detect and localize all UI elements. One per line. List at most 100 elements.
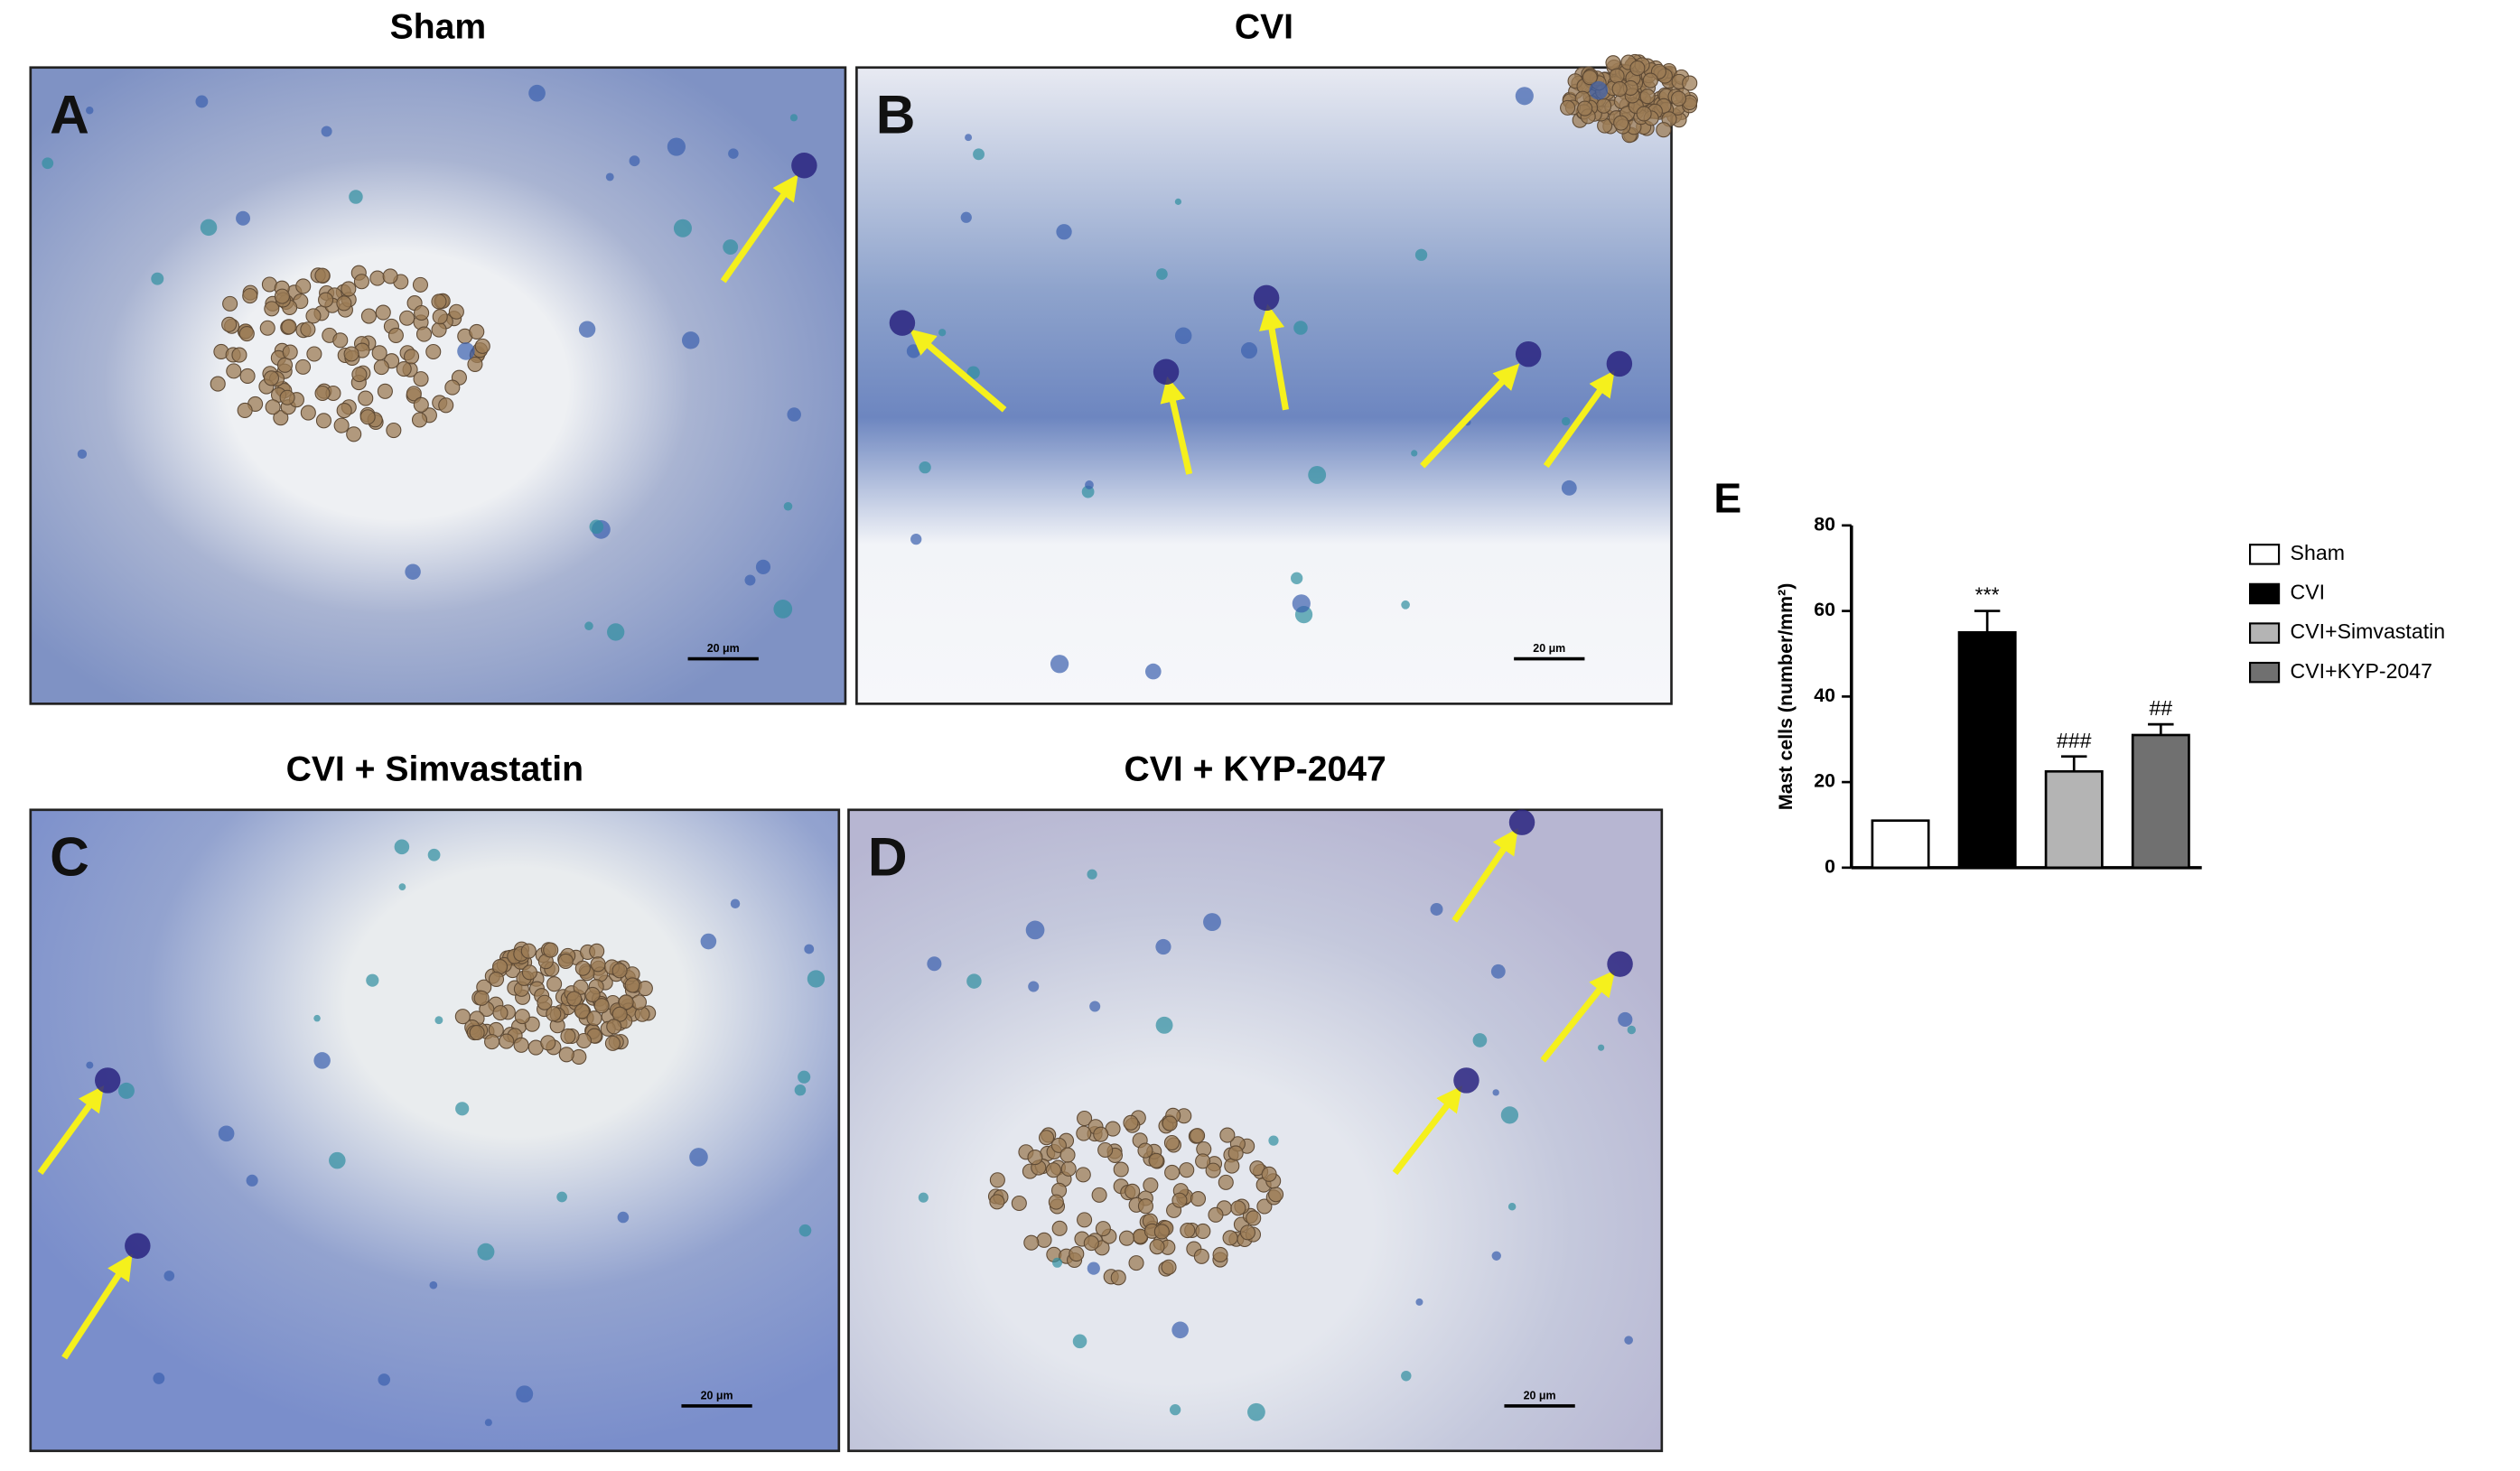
red-blood-cell bbox=[1143, 1177, 1159, 1194]
red-blood-cell bbox=[1246, 1210, 1262, 1226]
red-blood-cell bbox=[263, 370, 279, 386]
nucleus bbox=[200, 219, 218, 237]
red-blood-cell bbox=[264, 301, 280, 317]
red-blood-cell bbox=[1045, 1162, 1061, 1178]
nucleus bbox=[910, 533, 922, 545]
red-blood-cell bbox=[1149, 1239, 1165, 1255]
panel-letter: B bbox=[876, 84, 916, 145]
red-blood-cell bbox=[1208, 1206, 1224, 1223]
scale-bar-label: 20 μm bbox=[1533, 642, 1565, 655]
red-blood-cell bbox=[1596, 98, 1612, 114]
nucleus bbox=[728, 148, 739, 159]
nucleus bbox=[1056, 224, 1072, 240]
nucleus bbox=[966, 973, 982, 989]
red-blood-cell bbox=[1605, 55, 1621, 71]
red-blood-cell bbox=[1051, 1220, 1068, 1236]
red-blood-cell bbox=[557, 953, 574, 970]
panel-title: CVI bbox=[1235, 7, 1293, 46]
red-blood-cell bbox=[1075, 1167, 1091, 1183]
nucleus bbox=[589, 519, 604, 535]
nucleus bbox=[807, 970, 826, 988]
nucleus bbox=[1598, 1044, 1605, 1051]
nucleus bbox=[321, 126, 332, 137]
red-blood-cell bbox=[1670, 90, 1687, 107]
red-blood-cell bbox=[574, 960, 591, 976]
nucleus bbox=[151, 272, 164, 285]
nucleus bbox=[1169, 1404, 1181, 1416]
red-blood-cell bbox=[474, 338, 490, 354]
nucleus bbox=[1072, 1334, 1087, 1349]
red-blood-cell bbox=[473, 990, 490, 1006]
red-blood-cell bbox=[276, 357, 294, 373]
red-blood-cell bbox=[1164, 1164, 1181, 1180]
nucleus bbox=[86, 1061, 94, 1069]
red-blood-cell bbox=[411, 412, 428, 428]
legend-swatch bbox=[2249, 661, 2281, 684]
panel-letter: C bbox=[50, 826, 89, 888]
red-blood-cell bbox=[375, 304, 391, 321]
red-blood-cell bbox=[1268, 1187, 1284, 1203]
red-blood-cell bbox=[295, 358, 312, 375]
mast-cell bbox=[1515, 340, 1542, 368]
red-blood-cell bbox=[373, 359, 389, 376]
red-blood-cell bbox=[1036, 1232, 1052, 1248]
red-blood-cell bbox=[431, 293, 447, 310]
nucleus bbox=[1247, 1402, 1265, 1421]
nucleus bbox=[681, 331, 700, 349]
nucleus bbox=[1414, 248, 1428, 261]
nucleus bbox=[973, 148, 985, 161]
nucleus bbox=[617, 1211, 630, 1224]
mast-cell bbox=[1606, 350, 1633, 377]
legend-swatch bbox=[2249, 622, 2281, 644]
mast-cell bbox=[1253, 284, 1280, 312]
nucleus bbox=[1155, 1016, 1173, 1034]
arrow bbox=[37, 1085, 105, 1176]
red-blood-cell bbox=[1179, 1162, 1195, 1178]
nucleus bbox=[405, 563, 421, 580]
arrow bbox=[1392, 1085, 1462, 1176]
red-blood-cell bbox=[318, 292, 334, 308]
nucleus bbox=[787, 407, 801, 422]
red-blood-cell bbox=[346, 426, 362, 442]
red-blood-cell bbox=[387, 327, 404, 343]
red-blood-cell bbox=[343, 346, 359, 362]
nucleus bbox=[723, 239, 739, 256]
nucleus bbox=[1174, 327, 1192, 345]
red-blood-cell bbox=[989, 1194, 1005, 1210]
nucleus bbox=[1203, 913, 1221, 931]
red-blood-cell bbox=[282, 344, 298, 360]
red-blood-cell bbox=[1011, 1195, 1027, 1212]
legend-swatch bbox=[2249, 582, 2281, 605]
nucleus bbox=[528, 84, 546, 102]
red-blood-cell bbox=[336, 295, 352, 312]
red-blood-cell bbox=[606, 1019, 622, 1035]
nucleus bbox=[1308, 466, 1327, 484]
red-blood-cell bbox=[413, 396, 429, 413]
red-blood-cell bbox=[492, 1005, 509, 1021]
red-blood-cell bbox=[281, 319, 297, 335]
red-blood-cell bbox=[332, 332, 349, 349]
red-blood-cell bbox=[586, 1010, 602, 1027]
red-blood-cell bbox=[1609, 68, 1625, 84]
nucleus bbox=[1411, 450, 1418, 457]
red-blood-cell bbox=[1123, 1114, 1139, 1131]
red-blood-cell bbox=[404, 349, 420, 365]
bar bbox=[2044, 769, 2104, 870]
red-blood-cell bbox=[1077, 1212, 1093, 1228]
red-blood-cell bbox=[414, 304, 430, 321]
red-blood-cell bbox=[521, 964, 537, 981]
red-blood-cell bbox=[1577, 100, 1593, 116]
legend-label: CVI+KYP-2047 bbox=[2291, 659, 2432, 683]
nucleus bbox=[246, 1174, 258, 1187]
red-blood-cell bbox=[1656, 122, 1672, 138]
red-blood-cell bbox=[226, 363, 242, 379]
arrow bbox=[1543, 370, 1615, 469]
nucleus bbox=[730, 898, 741, 908]
nucleus bbox=[313, 1014, 321, 1022]
panel-title: CVI + KYP-2047 bbox=[1124, 749, 1386, 788]
red-blood-cell bbox=[1636, 106, 1652, 122]
red-blood-cell bbox=[1050, 1137, 1067, 1153]
significance-label: *** bbox=[1975, 583, 2000, 607]
mast-cell bbox=[94, 1067, 121, 1094]
nucleus bbox=[1490, 964, 1506, 979]
